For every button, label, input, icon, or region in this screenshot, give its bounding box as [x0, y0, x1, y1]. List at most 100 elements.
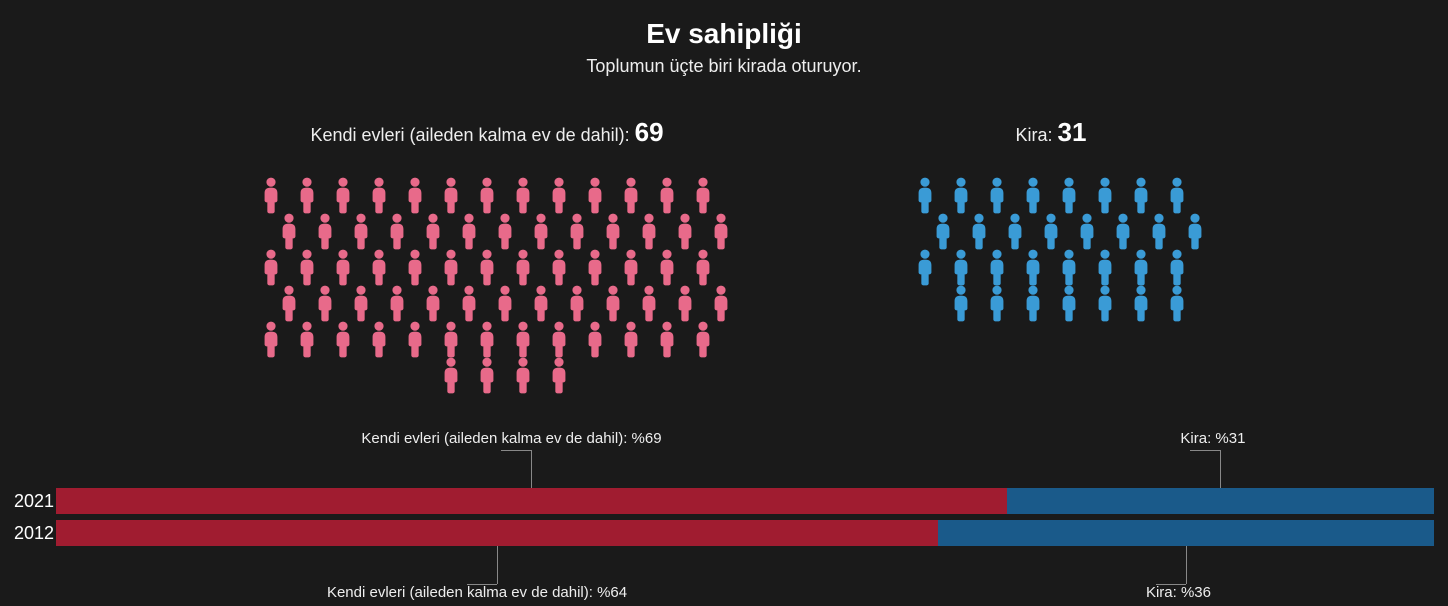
pictogram-grid-rent: [914, 176, 1188, 322]
person-icon: [914, 176, 936, 214]
person-icon: [674, 284, 696, 322]
person-icon: [914, 248, 936, 286]
person-icon: [656, 176, 678, 214]
callout-bottom-rent: Kira: %36: [1146, 584, 1211, 601]
pictogram-row: [260, 248, 714, 286]
person-icon: [692, 248, 714, 286]
person-icon: [986, 284, 1008, 322]
person-icon: [932, 212, 954, 250]
person-icon: [674, 212, 696, 250]
person-icon: [692, 320, 714, 358]
bar-segment-own: [56, 520, 938, 546]
person-icon: [422, 212, 444, 250]
callout-top-rent: Kira: %31: [1180, 430, 1245, 447]
person-icon: [404, 176, 426, 214]
bar-segment-own: [56, 488, 1007, 514]
person-icon: [548, 248, 570, 286]
bar-rows: 20212012: [0, 488, 1448, 552]
pictogram-row: [932, 212, 1206, 250]
person-icon: [1022, 284, 1044, 322]
pictogram-group-rent: Kira: 31: [914, 117, 1188, 394]
callout-bottom-own-text: Kendi evleri (aileden kalma ev de dahil)…: [327, 584, 627, 601]
pictogram-row: [260, 176, 714, 214]
person-icon: [476, 176, 498, 214]
person-icon: [620, 320, 642, 358]
person-icon: [1040, 212, 1062, 250]
person-icon: [332, 176, 354, 214]
person-icon: [986, 176, 1008, 214]
person-icon: [494, 212, 516, 250]
person-icon: [296, 248, 318, 286]
pictogram-label-own: Kendi evleri (aileden kalma ev de dahil)…: [260, 117, 714, 148]
person-icon: [278, 212, 300, 250]
person-icon: [1130, 248, 1152, 286]
person-icon: [656, 320, 678, 358]
person-icon: [656, 248, 678, 286]
person-icon: [1112, 212, 1134, 250]
chart-title: Ev sahipliği: [0, 0, 1448, 50]
person-icon: [620, 176, 642, 214]
person-icon: [350, 284, 372, 322]
person-icon: [332, 248, 354, 286]
callout-bottom-own: Kendi evleri (aileden kalma ev de dahil)…: [327, 584, 627, 601]
bar-year-label: 2012: [0, 523, 56, 544]
pictogram-grid-own: [260, 176, 714, 394]
pictogram-group-own: Kendi evleri (aileden kalma ev de dahil)…: [260, 117, 714, 394]
person-icon: [476, 320, 498, 358]
pictogram-row: [278, 284, 732, 322]
bar-segment-rent: [938, 520, 1434, 546]
person-icon: [1004, 212, 1026, 250]
person-icon: [986, 248, 1008, 286]
person-icon: [1130, 176, 1152, 214]
person-icon: [1094, 248, 1116, 286]
person-icon: [950, 248, 972, 286]
person-icon: [260, 320, 282, 358]
person-icon: [1022, 176, 1044, 214]
person-icon: [1130, 284, 1152, 322]
pictogram-value-rent: 31: [1058, 117, 1087, 147]
person-icon: [1094, 176, 1116, 214]
person-icon: [1166, 284, 1188, 322]
person-icon: [638, 284, 660, 322]
chart-subtitle: Toplumun üçte biri kirada oturuyor.: [0, 56, 1448, 77]
person-icon: [476, 248, 498, 286]
person-icon: [620, 248, 642, 286]
pictogram-row: [914, 176, 1188, 214]
person-icon: [440, 320, 462, 358]
bar-track: [56, 520, 1434, 546]
person-icon: [1022, 248, 1044, 286]
person-icon: [602, 212, 624, 250]
person-icon: [548, 320, 570, 358]
person-icon: [950, 284, 972, 322]
person-icon: [350, 212, 372, 250]
person-icon: [1058, 176, 1080, 214]
person-icon: [1184, 212, 1206, 250]
person-icon: [950, 176, 972, 214]
person-icon: [548, 176, 570, 214]
person-icon: [638, 212, 660, 250]
person-icon: [368, 248, 390, 286]
person-icon: [368, 320, 390, 358]
pictogram-row: [440, 356, 570, 394]
person-icon: [1076, 212, 1098, 250]
person-icon: [1148, 212, 1170, 250]
callout-top-rent-text: Kira: %31: [1180, 430, 1245, 447]
person-icon: [512, 320, 534, 358]
pictogram-section: Kendi evleri (aileden kalma ev de dahil)…: [0, 117, 1448, 394]
person-icon: [260, 176, 282, 214]
person-icon: [260, 248, 282, 286]
person-icon: [548, 356, 570, 394]
person-icon: [710, 212, 732, 250]
person-icon: [566, 284, 588, 322]
callout-bottom-rent-text: Kira: %36: [1146, 584, 1211, 601]
person-icon: [476, 356, 498, 394]
person-icon: [494, 284, 516, 322]
pictogram-row: [950, 284, 1188, 322]
person-icon: [458, 212, 480, 250]
person-icon: [530, 284, 552, 322]
person-icon: [440, 176, 462, 214]
person-icon: [584, 320, 606, 358]
bar-track: [56, 488, 1434, 514]
pictogram-label-rent-prefix: Kira:: [1016, 125, 1058, 145]
callout-top-own: Kendi evleri (aileden kalma ev de dahil)…: [361, 430, 661, 447]
